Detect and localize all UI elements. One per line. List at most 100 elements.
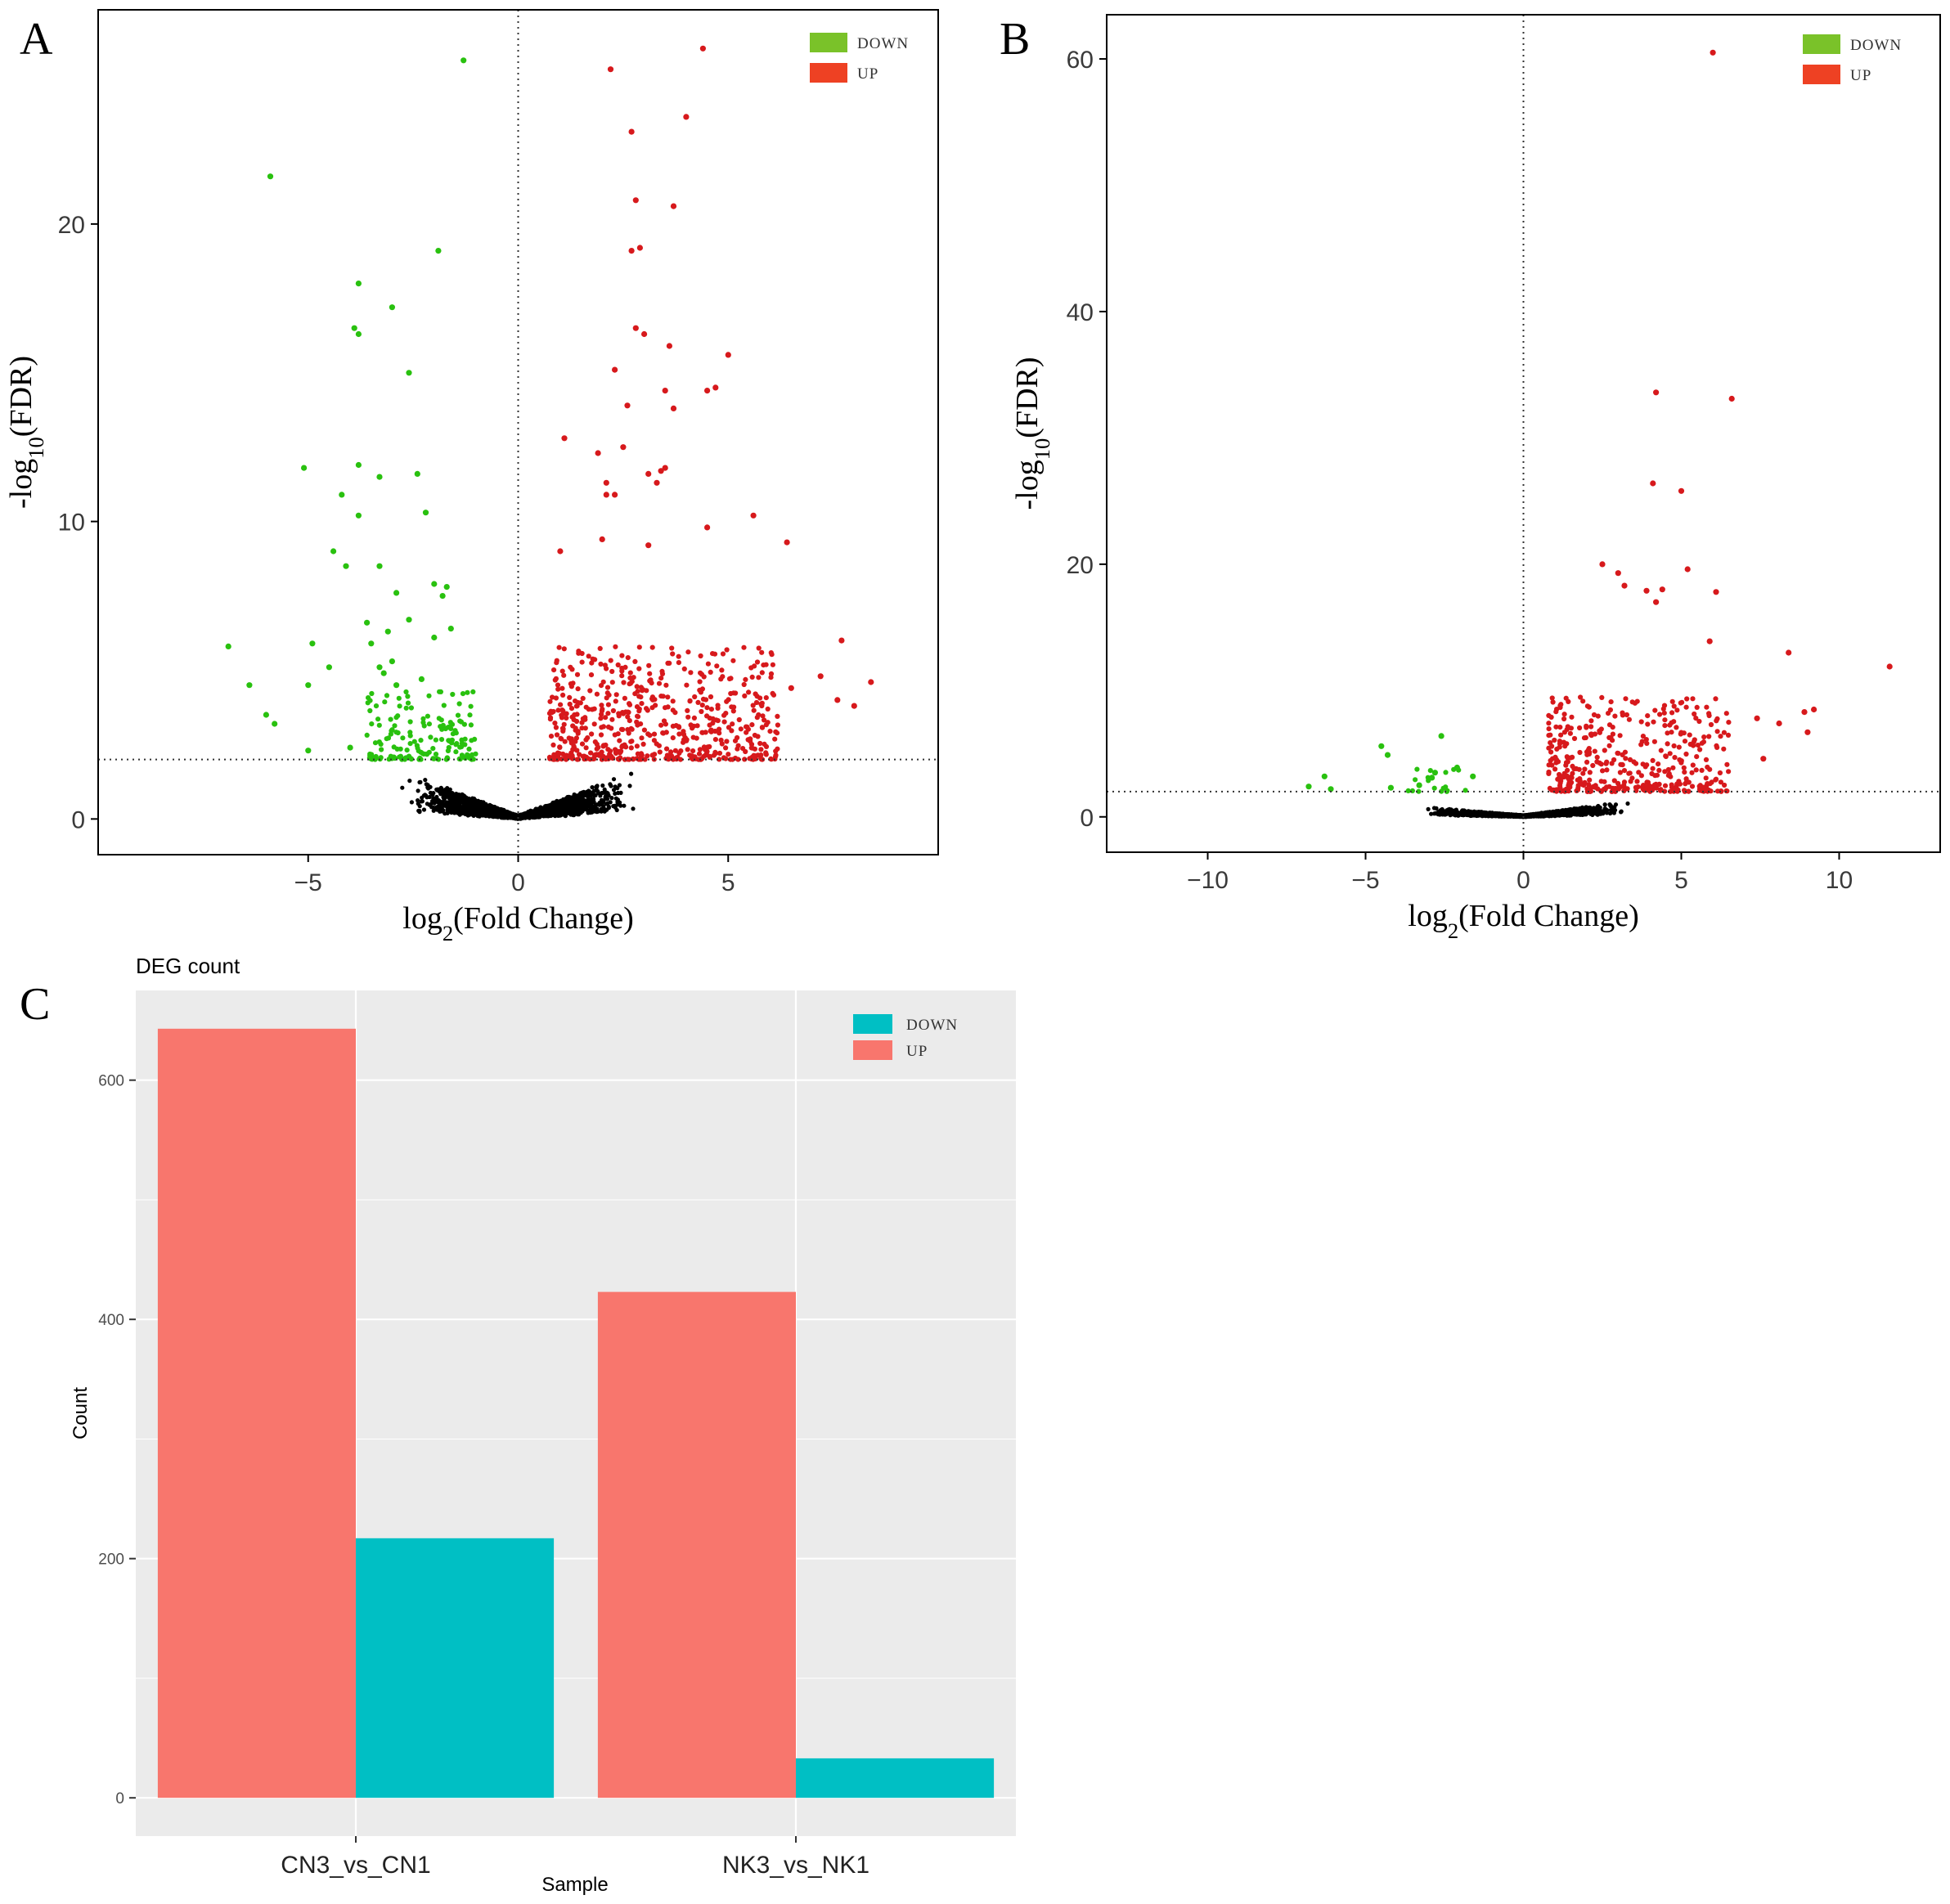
down-point <box>443 757 449 762</box>
ns-point <box>629 771 634 776</box>
up-point <box>640 741 646 748</box>
down-point <box>376 664 383 671</box>
up-point <box>579 741 586 747</box>
down-point <box>440 722 446 729</box>
down-point <box>389 658 395 665</box>
up-point <box>726 725 732 730</box>
down-point <box>384 628 391 635</box>
up-point <box>639 735 645 741</box>
ns-point <box>578 793 583 797</box>
up-point <box>692 694 698 700</box>
ns-point <box>518 813 523 818</box>
down-point <box>447 626 454 632</box>
down-point <box>431 581 438 587</box>
down-point <box>437 689 443 694</box>
ns-point <box>506 813 511 819</box>
ns-point <box>553 806 558 811</box>
down-point <box>355 512 362 519</box>
up-point <box>582 757 587 762</box>
up-point <box>708 669 713 676</box>
down-point <box>465 752 470 757</box>
up-point <box>719 667 725 673</box>
up-point <box>746 689 752 695</box>
down-point <box>355 281 362 287</box>
x-axis-label: log2(Fold Change) <box>402 901 633 945</box>
up-point <box>591 721 597 727</box>
up-point <box>681 739 686 745</box>
up-point <box>607 66 614 73</box>
up-regulated-points <box>546 45 874 762</box>
up-point <box>597 645 603 652</box>
down-point <box>406 370 412 376</box>
down-point <box>460 691 466 697</box>
up-point <box>598 716 604 721</box>
up-point <box>664 746 670 752</box>
up-point <box>560 692 566 698</box>
down-point <box>343 563 349 569</box>
up-point <box>579 725 585 731</box>
x-tick-label: 5 <box>721 869 735 896</box>
up-point <box>768 671 775 677</box>
ns-point <box>586 788 591 793</box>
down-point <box>380 670 387 676</box>
ns-point <box>480 812 485 817</box>
down-point <box>339 492 345 498</box>
up-point <box>721 719 727 725</box>
down-point <box>301 465 308 471</box>
up-point <box>627 675 633 681</box>
up-point <box>684 737 690 743</box>
down-point <box>355 330 362 338</box>
ns-point <box>631 806 636 811</box>
ns-point <box>417 810 422 815</box>
down-point <box>468 722 474 728</box>
y-tick-label: 10 <box>58 510 85 537</box>
ns-point <box>616 790 621 796</box>
up-point <box>868 679 874 685</box>
up-point <box>627 670 633 676</box>
down-point <box>379 747 384 752</box>
up-point <box>717 750 723 757</box>
ns-point <box>602 807 608 812</box>
up-point <box>717 757 722 762</box>
up-point <box>613 749 619 756</box>
up-point <box>577 752 582 757</box>
down-point <box>438 737 445 743</box>
up-point <box>668 749 674 755</box>
up-point <box>775 746 780 752</box>
up-point <box>610 707 617 714</box>
down-point <box>408 705 414 711</box>
down-point <box>382 699 388 705</box>
down-point <box>443 584 450 591</box>
ns-point <box>473 808 479 813</box>
up-point <box>724 647 730 653</box>
up-point <box>740 746 746 752</box>
ns-point <box>590 790 595 795</box>
ns-point <box>615 786 620 791</box>
up-point <box>623 744 629 750</box>
up-point <box>762 717 767 723</box>
down-point <box>460 753 465 760</box>
ns-point <box>429 805 434 810</box>
up-point <box>641 727 648 733</box>
down-point <box>385 735 392 741</box>
up-point <box>688 670 694 676</box>
up-point <box>579 659 585 665</box>
ns-point <box>579 800 584 805</box>
down-point <box>267 173 274 180</box>
up-point <box>559 715 565 721</box>
up-point <box>730 658 736 663</box>
up-point <box>638 685 645 690</box>
up-point <box>622 695 628 701</box>
down-point <box>393 730 399 735</box>
down-point <box>445 725 451 730</box>
up-point <box>751 707 757 713</box>
down-point <box>366 695 371 701</box>
up-point <box>733 690 739 696</box>
ns-point <box>1426 806 1431 812</box>
up-point <box>749 722 755 728</box>
up-point <box>704 388 711 394</box>
up-point <box>609 725 614 731</box>
up-point <box>625 709 631 715</box>
up-point <box>561 721 567 727</box>
up-point <box>609 680 615 685</box>
